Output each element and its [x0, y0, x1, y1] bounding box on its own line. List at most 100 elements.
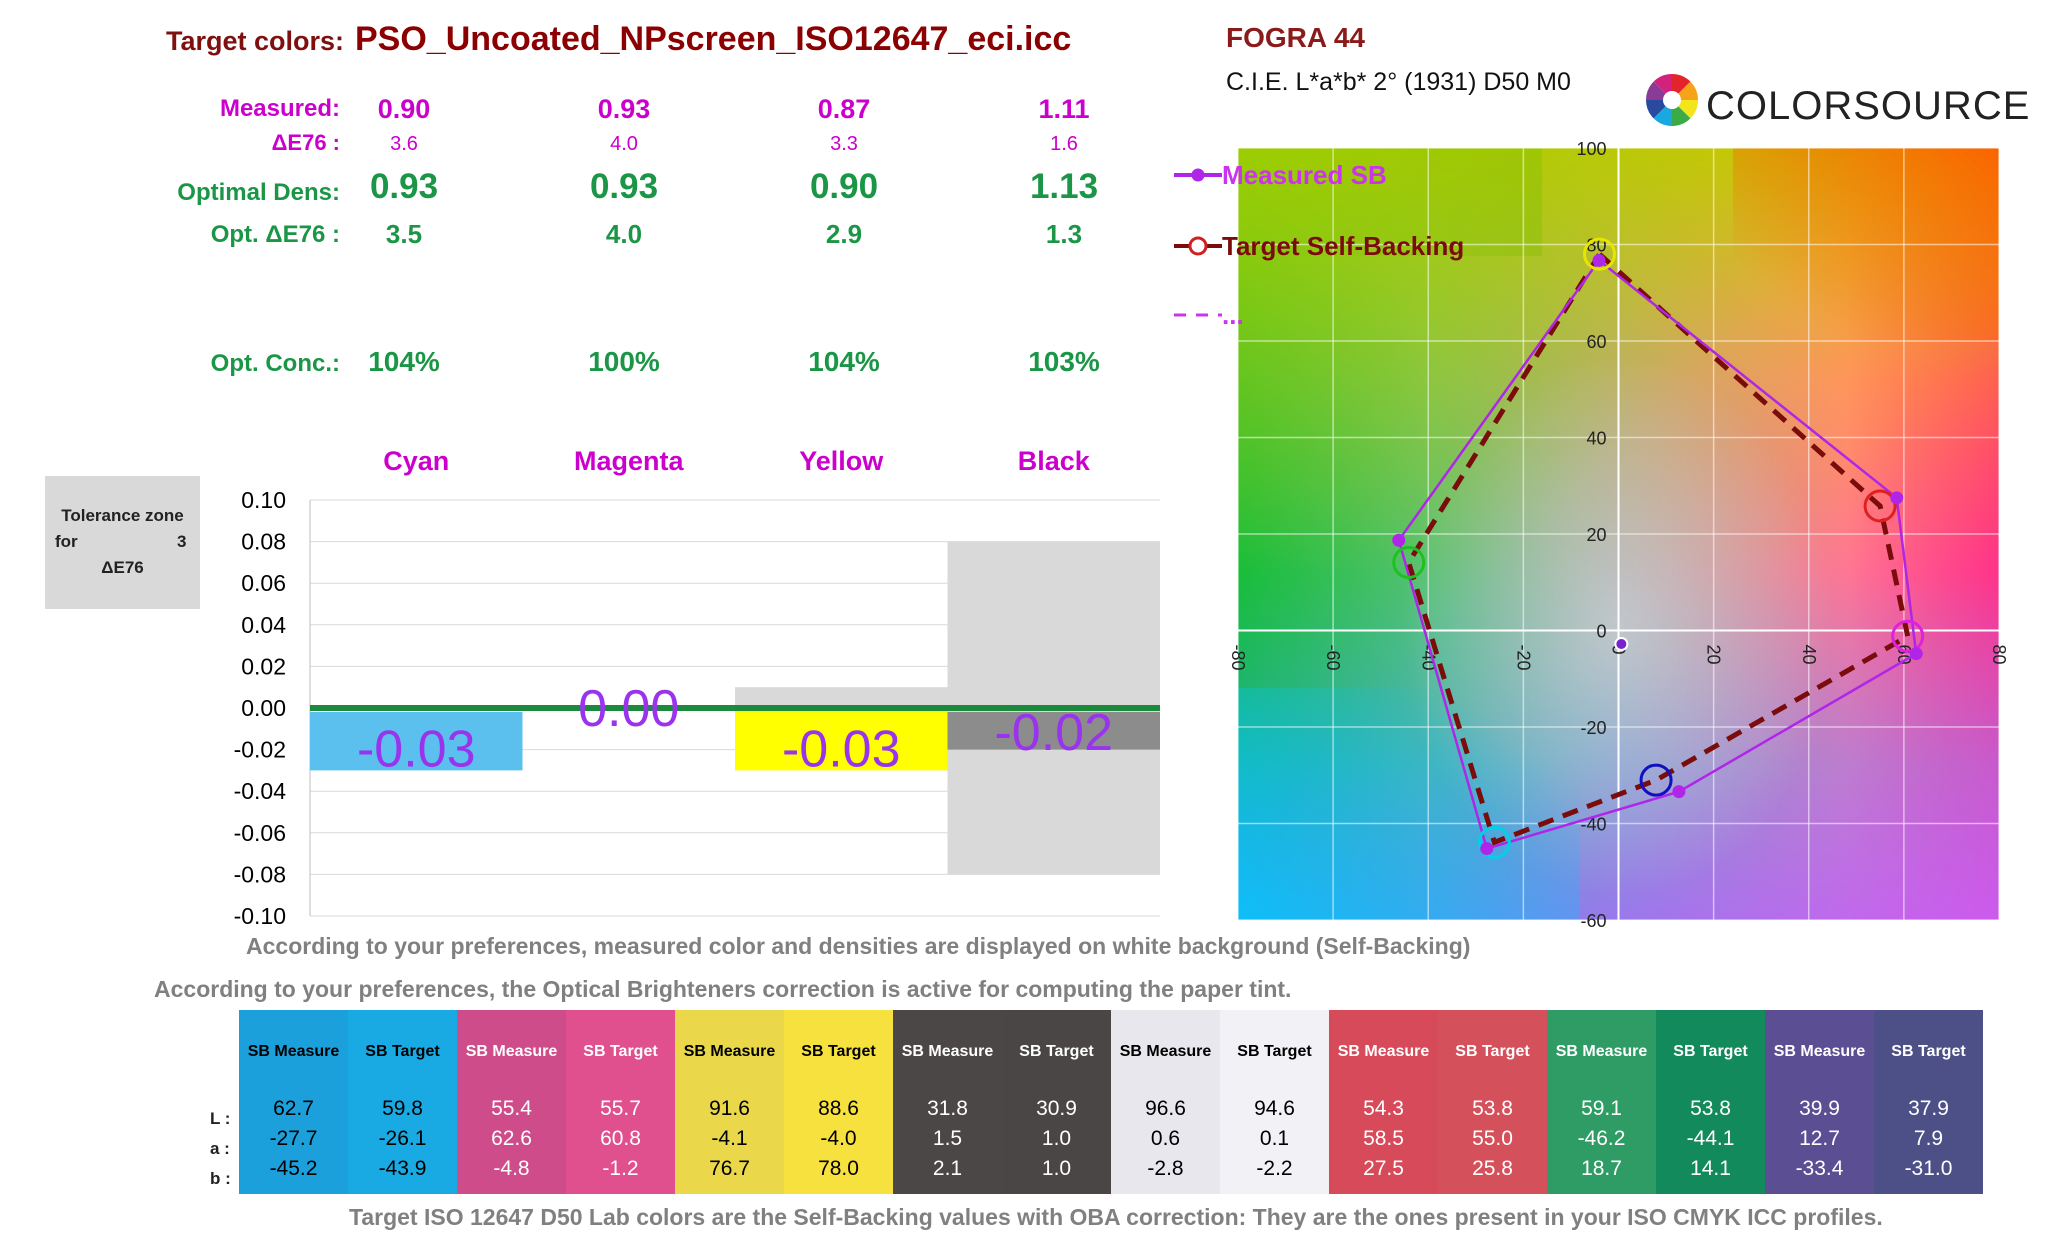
lab-x-tick-label: 40 [1799, 645, 1819, 665]
swatch-value-cell: 7.9 [1874, 1124, 1983, 1154]
swatch-value-cell: -2.8 [1111, 1154, 1220, 1184]
swatch-value-cell: 94.6 [1220, 1094, 1329, 1124]
swatch-header-cell: SB Measure [1547, 1010, 1656, 1094]
measured-label: Measured: [219, 95, 340, 122]
lab-gamut-chart: 100806040200-20-40-60-80-60-40-200204060… [1174, 139, 2009, 931]
swatch-bottom-cell [566, 1184, 675, 1194]
target-colors-label: Target colors: [166, 26, 345, 56]
swatch-header-cell: SB Target [784, 1010, 893, 1094]
de76-label: ΔE76 : [271, 130, 340, 155]
measured-point [1480, 842, 1494, 856]
footer-note: Target ISO 12647 D50 Lab colors are the … [349, 1204, 1883, 1230]
swatch-value-cell: 54.3 [1329, 1094, 1438, 1124]
lab-y-tick-label: 40 [1586, 429, 1606, 449]
swatch-header-cell: SB Measure [1329, 1010, 1438, 1094]
optimal-dens-black: 1.13 [1029, 167, 1099, 206]
measured-cyan: 0.90 [377, 94, 431, 124]
swatch-bottom-cell [1765, 1184, 1874, 1194]
swatch-header-cell: SB Target [1220, 1010, 1329, 1094]
swatch-value-cell: 91.6 [675, 1094, 784, 1124]
bar-value-label: -0.03 [357, 720, 476, 778]
swatch-bottom-cell [239, 1184, 348, 1194]
row-label-b: b : [210, 1169, 231, 1188]
brand-name: COLORSOURCE [1706, 84, 2031, 128]
swatch-value-cell: 2.1 [893, 1154, 1002, 1184]
swatch-header-cell: SB Target [1438, 1010, 1547, 1094]
swatch-value-cell: 14.1 [1656, 1154, 1765, 1184]
legend-label: Measured SB [1222, 160, 1387, 190]
bar-value-label: -0.02 [994, 704, 1113, 762]
legend-label: Target Self-Backing [1222, 231, 1464, 261]
cie-label: C.I.E. L*a*b* 2° (1931) D50 M0 [1226, 68, 1571, 96]
swatch-header-cell: SB Target [566, 1010, 675, 1094]
swatch-row-a: -27.7 -26.1 62.6 60.8 -4.1 -4.0 1.5 1.0 0.6 0.1 58… [239, 1124, 1983, 1154]
fogra-label: FOGRA 44 [1226, 22, 1365, 53]
swatch-header-cell: SB Measure [1765, 1010, 1874, 1094]
swatch-value-cell: 62.7 [239, 1094, 348, 1124]
bar-y-tick-label: 0.06 [241, 570, 286, 596]
swatch-bottom-cell [1329, 1184, 1438, 1194]
optimal-dens-magenta: 0.93 [589, 167, 659, 206]
swatch-bottom-cell [1111, 1184, 1220, 1194]
self-backing-note: According to your preferences, measured … [246, 933, 1471, 959]
swatch-value-cell: 55.0 [1438, 1124, 1547, 1154]
swatch-bottom-row [239, 1184, 1983, 1194]
legend-marker-ring [1188, 236, 1208, 256]
opt-conc-label: Opt. Conc.: [210, 350, 340, 377]
swatch-value-cell: 58.5 [1329, 1124, 1438, 1154]
bar-y-tick-label: 0.10 [241, 487, 286, 513]
measured-yellow: 0.87 [817, 94, 871, 124]
bar-value-label: -0.03 [782, 720, 901, 778]
lab-swatch-table: SB Measure SB Target SB Measure SB Target SB… [239, 1010, 1983, 1194]
opt-conc-magenta: 100% [588, 346, 660, 377]
measured-point [1592, 253, 1606, 267]
measured-point [1909, 647, 1923, 661]
swatch-header-cell: SB Measure [675, 1010, 784, 1094]
swatch-value-cell: 0.1 [1220, 1124, 1329, 1154]
opt-de76-label: Opt. ΔE76 : [210, 221, 340, 248]
swatch-header-cell: SB Measure [457, 1010, 566, 1094]
paper-measured-point [1614, 637, 1629, 652]
swatch-bottom-cell [675, 1184, 784, 1194]
swatch-header-cell: SB Target [1874, 1010, 1983, 1094]
swatch-header-cell: SB Measure [893, 1010, 1002, 1094]
target-point-circle [1891, 619, 1925, 653]
lab-x-tick-label: 20 [1704, 645, 1724, 665]
swatch-value-cell: -26.1 [348, 1124, 457, 1154]
swatch-value-cell: 59.8 [348, 1094, 457, 1124]
swatch-bottom-cell [893, 1184, 1002, 1194]
bar-category-label: Yellow [799, 446, 884, 476]
opt-conc-cyan: 104% [368, 346, 440, 377]
bar-y-tick-label: 0.04 [241, 612, 286, 638]
lab-x-tick-label: -60 [1323, 645, 1343, 671]
swatch-row-b: -45.2 -43.9 -4.8 -1.2 76.7 78.0 2.1 1.0 -2.8 -2.2… [239, 1154, 1983, 1184]
target-point-circle [1863, 489, 1897, 523]
swatch-bottom-cell [1220, 1184, 1329, 1194]
tolerance-label: Tolerance zone [61, 506, 184, 525]
swatch-value-cell: 88.6 [784, 1094, 893, 1124]
measured-magenta: 0.93 [597, 94, 651, 124]
opt-de76-yellow: 2.9 [825, 219, 863, 249]
swatch-value-cell: 39.9 [1765, 1094, 1874, 1124]
bar-black [947, 712, 1160, 750]
bar-y-tick-label: -0.08 [234, 861, 286, 887]
swatch-value-cell: -4.1 [675, 1124, 784, 1154]
swatch-value-cell: 31.8 [893, 1094, 1002, 1124]
target-point-circle [1582, 237, 1616, 271]
bar-category-label: Black [1018, 446, 1091, 476]
density-bar-chart: 0.10 0.08 0.06 0.04 0.02 0.00 -0.02 -0.04 -0.06 -… [234, 446, 1160, 929]
swatch-value-cell: 1.5 [893, 1124, 1002, 1154]
lab-row-labels: L : a : b : [210, 1104, 231, 1194]
swatch-value-cell: -44.1 [1656, 1124, 1765, 1154]
bar-y-tick-label: -0.10 [234, 903, 286, 929]
optimal-dens-cyan: 0.93 [369, 167, 439, 206]
swatch-bottom-cell [1656, 1184, 1765, 1194]
measured-black: 1.11 [1038, 94, 1090, 124]
swatch-value-cell: 55.7 [566, 1094, 675, 1124]
bar-y-tick-label: 0.02 [241, 653, 286, 679]
swatch-value-cell: 1.0 [1002, 1124, 1111, 1154]
tolerance-unit: ΔE76 [101, 558, 144, 577]
row-label-a: a : [210, 1139, 230, 1158]
target-point-circle [1477, 825, 1511, 859]
swatch-bottom-cell [1874, 1184, 1983, 1194]
